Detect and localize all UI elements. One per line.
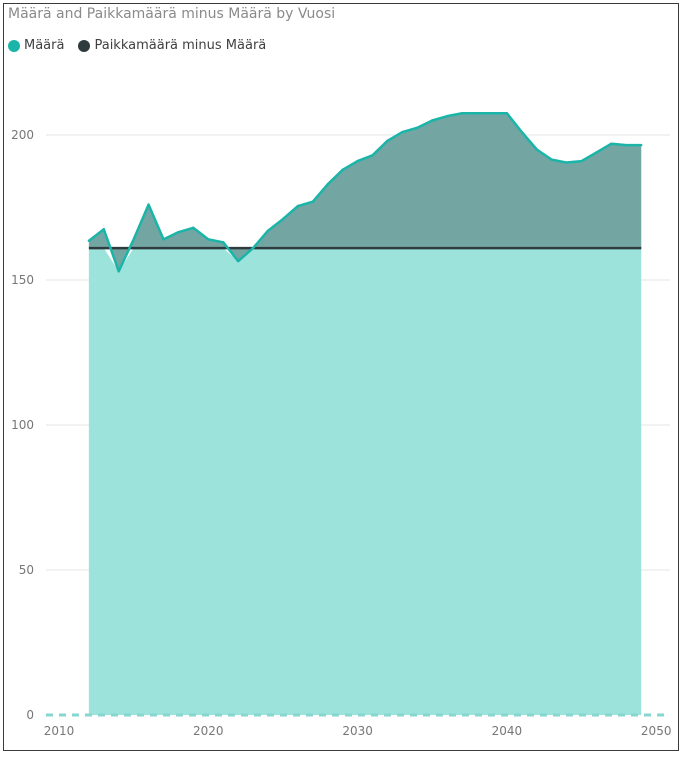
- legend-dot-maara: [8, 39, 20, 52]
- data-point-maara-2033: [401, 130, 404, 134]
- data-point-maara-2040: [505, 112, 509, 115]
- legend-label-paikkamaara: Paikkamäärä minus Määrä: [94, 38, 267, 53]
- area-difference: [88, 113, 642, 272]
- data-point-maara-2048: [625, 143, 628, 147]
- data-point-maara-2019: [192, 226, 195, 229]
- data-point-maara-2027: [311, 200, 315, 203]
- data-point-maara-2034: [416, 126, 419, 129]
- data-point-maara-2017: [162, 238, 165, 241]
- data-point-maara-2013: [102, 228, 105, 231]
- y-tick-150: 150: [11, 273, 34, 287]
- area-maara: [88, 248, 642, 715]
- data-point-maara-2039: [490, 112, 494, 115]
- data-point-maara-2028: [326, 183, 329, 186]
- data-point-maara-2012: [87, 239, 91, 243]
- x-tick-2040: 2040: [492, 724, 523, 738]
- data-point-maara-2046: [595, 151, 598, 154]
- data-point-maara-2031: [371, 154, 374, 157]
- x-tick-2030: 2030: [342, 724, 373, 738]
- data-point-maara-2024: [266, 229, 270, 232]
- legend-label-maara: Määrä: [24, 38, 65, 53]
- data-point-maara-2018: [177, 230, 180, 234]
- data-point-maara-2026: [296, 204, 300, 208]
- data-point-maara-2016: [147, 203, 150, 206]
- data-point-maara-2021: [222, 241, 225, 244]
- data-point-maara-2032: [386, 139, 389, 142]
- data-point-maara-2029: [341, 168, 344, 171]
- y-tick-50: 50: [19, 563, 34, 577]
- legend-dot-paikkamaara: [78, 39, 91, 52]
- data-point-maara-2047: [610, 142, 613, 145]
- data-point-maara-2038: [475, 112, 479, 115]
- legend-item-maara[interactable]: Määrä: [8, 38, 64, 53]
- legend-item-paikkamaara[interactable]: Paikkamäärä minus Määrä: [78, 38, 266, 53]
- data-point-maara-2015: [132, 238, 135, 241]
- data-point-maara-2045: [580, 159, 583, 163]
- x-tick-2020: 2020: [193, 724, 224, 738]
- data-point-maara-2049: [640, 143, 643, 147]
- data-point-maara-2025: [281, 217, 285, 221]
- data-point-maara-2043: [550, 158, 553, 161]
- y-tick-100: 100: [11, 418, 34, 432]
- data-point-maara-2035: [431, 119, 434, 122]
- data-point-maara-2014: [117, 270, 120, 273]
- data-point-maara-2020: [207, 238, 210, 241]
- data-point-maara-2037: [460, 112, 464, 115]
- x-tick-2050: 2050: [641, 724, 672, 738]
- data-point-maara-2022: [236, 259, 240, 263]
- series-line-maara: [88, 112, 642, 273]
- data-point-maara-2044: [565, 161, 568, 164]
- y-tick-0: 0: [26, 708, 34, 722]
- chart-title: Määrä and Paikkamäärä minus Määrä by Vuo…: [8, 6, 336, 22]
- data-point-maara-2030: [356, 159, 359, 163]
- y-tick-200: 200: [11, 128, 34, 142]
- data-point-maara-2036: [445, 114, 449, 118]
- data-point-maara-2041: [520, 130, 524, 134]
- data-point-maara-2023: [251, 246, 255, 250]
- x-tick-2010: 2010: [44, 724, 75, 738]
- chart-legend: Määrä Paikkamäärä minus Määrä: [8, 38, 280, 53]
- data-point-maara-2042: [535, 148, 538, 151]
